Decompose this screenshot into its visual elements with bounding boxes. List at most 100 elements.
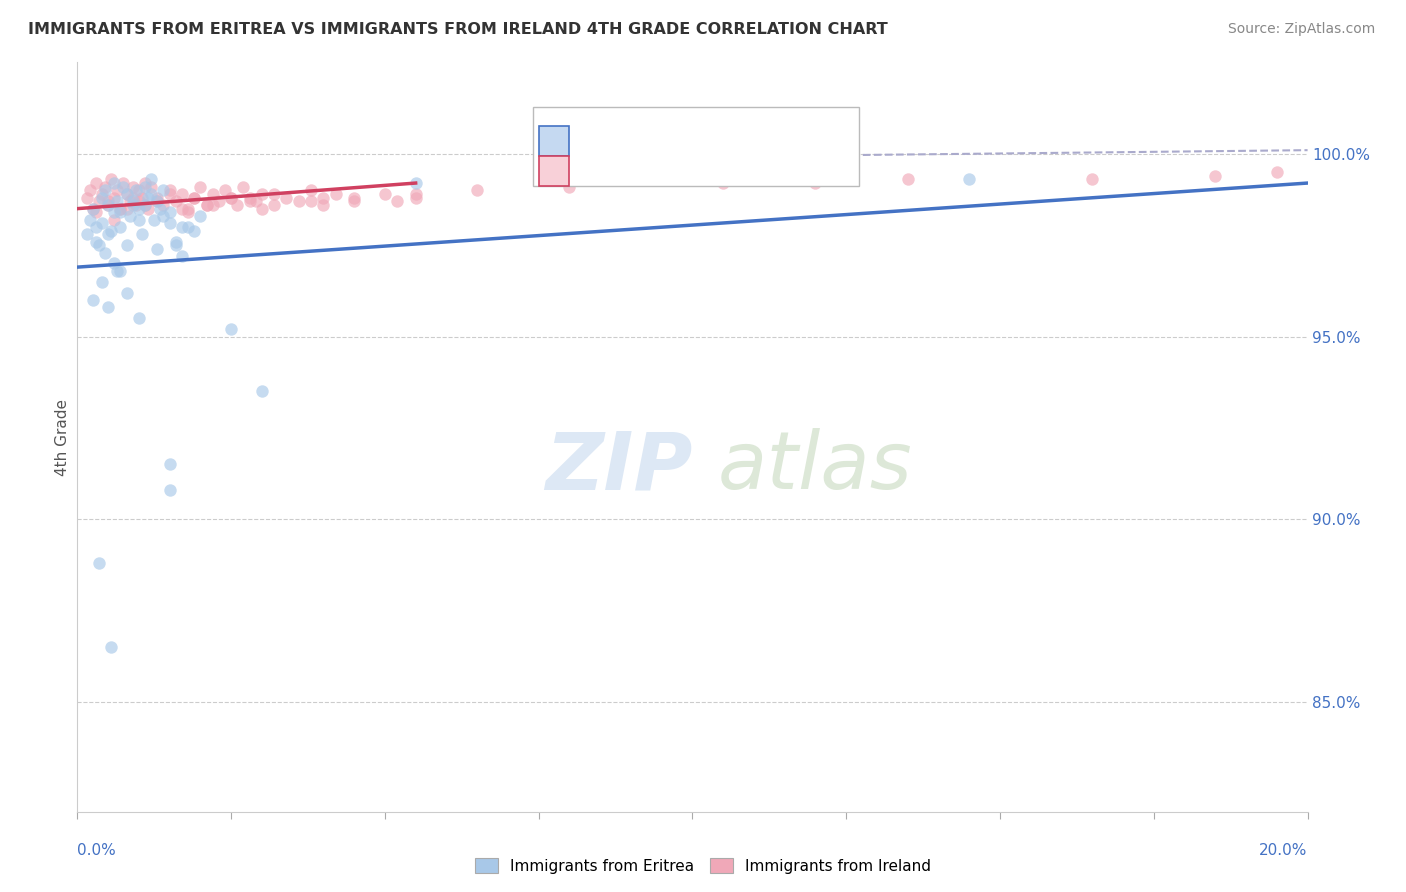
Point: [250, 384, 273, 399]
Point: [804, 176, 827, 190]
Point: [112, 176, 135, 190]
Point: [299, 194, 322, 209]
Point: [226, 198, 249, 212]
Point: [103, 191, 125, 205]
Point: [134, 198, 156, 212]
FancyBboxPatch shape: [533, 107, 859, 186]
FancyBboxPatch shape: [538, 156, 569, 186]
Point: [159, 183, 181, 197]
Point: [136, 202, 159, 216]
Point: [219, 191, 242, 205]
Point: [299, 183, 322, 197]
Point: [97, 301, 120, 315]
Point: [131, 191, 153, 205]
Text: R = 0.438   N = 81: R = 0.438 N = 81: [585, 162, 762, 180]
Point: [159, 205, 181, 219]
Point: [121, 198, 143, 212]
Point: [219, 191, 242, 205]
Point: [1265, 165, 1288, 179]
Point: [103, 205, 125, 219]
Point: [276, 191, 298, 205]
Point: [239, 191, 262, 205]
Point: [159, 483, 181, 497]
Point: [90, 216, 114, 230]
Point: [110, 205, 132, 219]
Point: [136, 191, 159, 205]
Point: [125, 183, 148, 197]
Point: [325, 187, 347, 202]
Point: [183, 191, 205, 205]
Point: [79, 183, 101, 197]
Text: R =  0.114   N = 64: R = 0.114 N = 64: [585, 132, 769, 150]
Point: [232, 179, 254, 194]
Point: [128, 311, 150, 326]
Point: [97, 198, 120, 212]
Point: [405, 176, 427, 190]
Point: [1204, 169, 1226, 183]
Point: [100, 223, 122, 237]
Point: [1081, 172, 1104, 186]
Point: [343, 194, 366, 209]
Point: [201, 187, 224, 202]
Point: [87, 556, 110, 570]
Point: [128, 183, 150, 197]
Point: [97, 198, 120, 212]
Point: [165, 235, 187, 249]
Point: [405, 191, 427, 205]
Point: [405, 187, 427, 202]
Point: [84, 235, 107, 249]
Text: 20.0%: 20.0%: [1260, 843, 1308, 858]
Text: Source: ZipAtlas.com: Source: ZipAtlas.com: [1227, 22, 1375, 37]
Text: IMMIGRANTS FROM ERITREA VS IMMIGRANTS FROM IRELAND 4TH GRADE CORRELATION CHART: IMMIGRANTS FROM ERITREA VS IMMIGRANTS FR…: [28, 22, 887, 37]
Point: [149, 202, 172, 216]
Point: [82, 293, 104, 307]
Point: [82, 202, 104, 216]
Point: [146, 194, 169, 209]
Point: [190, 179, 212, 194]
Point: [146, 194, 169, 209]
Point: [165, 238, 187, 252]
Point: [105, 264, 128, 278]
Point: [100, 172, 122, 186]
Point: [288, 194, 311, 209]
Point: [214, 183, 236, 197]
Point: [100, 640, 122, 655]
Point: [103, 256, 125, 270]
Point: [195, 198, 218, 212]
Point: [105, 194, 128, 209]
Point: [90, 191, 114, 205]
Point: [263, 187, 285, 202]
Point: [141, 179, 163, 194]
Point: [159, 216, 181, 230]
Point: [94, 245, 117, 260]
Point: [711, 176, 734, 190]
Point: [250, 187, 273, 202]
Point: [183, 191, 205, 205]
Point: [87, 194, 110, 209]
Point: [121, 179, 143, 194]
Point: [115, 187, 138, 202]
Point: [134, 176, 156, 190]
Point: [94, 183, 117, 197]
Point: [374, 187, 396, 202]
Point: [558, 179, 581, 194]
Point: [115, 202, 138, 216]
Point: [110, 202, 132, 216]
Point: [957, 172, 980, 186]
Point: [897, 172, 920, 186]
Point: [103, 176, 125, 190]
Point: [115, 285, 138, 300]
Point: [134, 179, 156, 194]
Point: [239, 194, 262, 209]
Point: [146, 191, 169, 205]
Point: [97, 227, 120, 242]
Point: [177, 219, 200, 234]
Point: [110, 219, 132, 234]
Point: [90, 275, 114, 289]
Point: [170, 249, 193, 263]
Point: [141, 187, 163, 202]
Point: [263, 198, 285, 212]
Point: [79, 212, 101, 227]
Point: [131, 227, 153, 242]
Point: [121, 194, 143, 209]
